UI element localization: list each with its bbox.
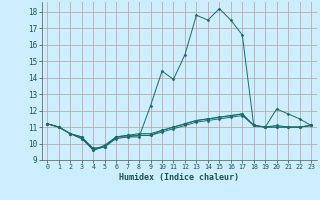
X-axis label: Humidex (Indice chaleur): Humidex (Indice chaleur) <box>119 173 239 182</box>
